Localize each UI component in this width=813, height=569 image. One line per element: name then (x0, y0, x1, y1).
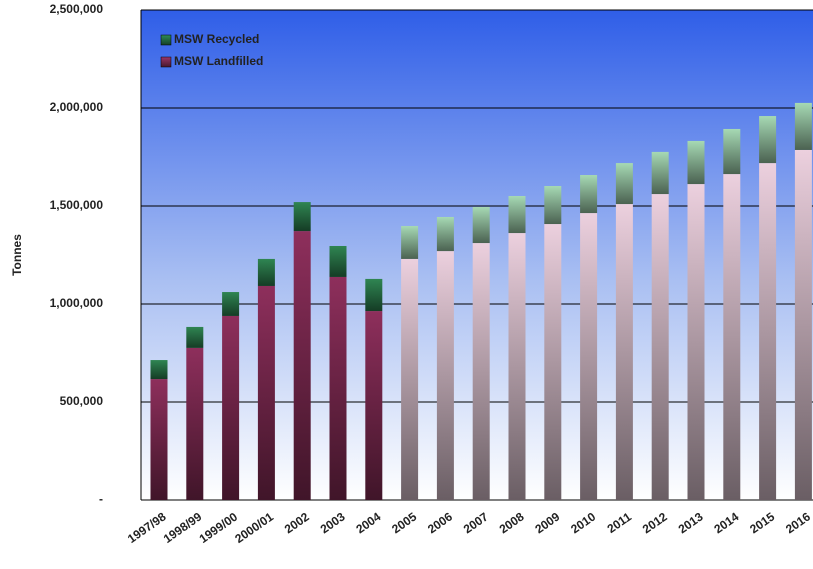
x-tick-label: 2008 (497, 509, 527, 536)
x-tick-label: 2011 (605, 509, 635, 536)
bar-segment (257, 285, 275, 500)
bar-segment (222, 315, 240, 500)
x-tick-label: 2013 (676, 509, 706, 536)
y-tick-label: 2,500,000 (50, 2, 104, 16)
x-tick-label: 1998/99 (161, 509, 205, 546)
x-tick-label: 2000/01 (232, 509, 276, 546)
y-axis-label: Tonnes (10, 234, 24, 276)
x-tick-label: 2009 (532, 509, 562, 536)
bar-segment (150, 360, 168, 380)
bar-segment (508, 196, 526, 234)
bar-segment (759, 163, 777, 501)
y-tick-label: - (99, 492, 103, 506)
x-tick-label: 2003 (318, 509, 348, 536)
legend-label: MSW Landfilled (174, 54, 263, 68)
bar-segment (365, 311, 383, 500)
bar-segment (150, 379, 168, 500)
bar-segment (723, 128, 741, 175)
x-tick-label: 2004 (353, 509, 383, 536)
bar-segment (329, 245, 347, 277)
bar-segment (401, 225, 419, 259)
bar-segment (687, 184, 705, 500)
x-tick-label: 1999/00 (197, 509, 241, 546)
bar-segment (186, 326, 204, 348)
x-tick-label: 2006 (425, 509, 455, 536)
bar-segment (544, 224, 562, 501)
bar-segment (794, 149, 812, 500)
x-tick-label: 2015 (747, 509, 777, 536)
bar-segment (794, 102, 812, 150)
bar-segment (472, 243, 490, 500)
bar-segment (401, 258, 419, 500)
bar-segment (329, 276, 347, 500)
bar-segment (293, 202, 311, 232)
bar-segment (257, 258, 275, 286)
bar-segment (436, 216, 454, 252)
bar-segment (759, 116, 777, 164)
x-tick-label: 2012 (640, 509, 670, 536)
bar-segment (472, 206, 490, 244)
x-tick-label: 2014 (711, 509, 741, 536)
x-tick-label: 2010 (568, 509, 598, 536)
bar-segment (615, 204, 633, 501)
legend-swatch (160, 56, 172, 68)
bar-segment (687, 140, 705, 185)
x-tick-label: 1997/98 (125, 509, 169, 546)
bar-segment (651, 194, 669, 500)
bar-segment (293, 231, 311, 500)
bar-segment (186, 347, 204, 500)
y-tick-label: 1,500,000 (50, 198, 104, 212)
bar-segment (222, 292, 240, 316)
bar-segment (436, 251, 454, 500)
bar-segment (580, 175, 598, 214)
x-tick-label: 2007 (461, 509, 491, 536)
x-tick-label: 2005 (389, 509, 419, 536)
x-tick-label: 2002 (282, 509, 312, 536)
y-tick-label: 2,000,000 (50, 100, 104, 114)
y-tick-label: 1,000,000 (50, 296, 104, 310)
x-tick-label: 2016 (783, 509, 813, 536)
bar-segment (651, 151, 669, 195)
legend-label: MSW Recycled (174, 32, 259, 46)
bar-segment (544, 186, 562, 225)
bar-segment (508, 233, 526, 500)
bar-segment (723, 174, 741, 500)
bar-segment (365, 278, 383, 312)
bar-segment (580, 213, 598, 500)
y-tick-label: 500,000 (60, 394, 104, 408)
legend-swatch (160, 34, 172, 46)
bar-segment (615, 163, 633, 205)
